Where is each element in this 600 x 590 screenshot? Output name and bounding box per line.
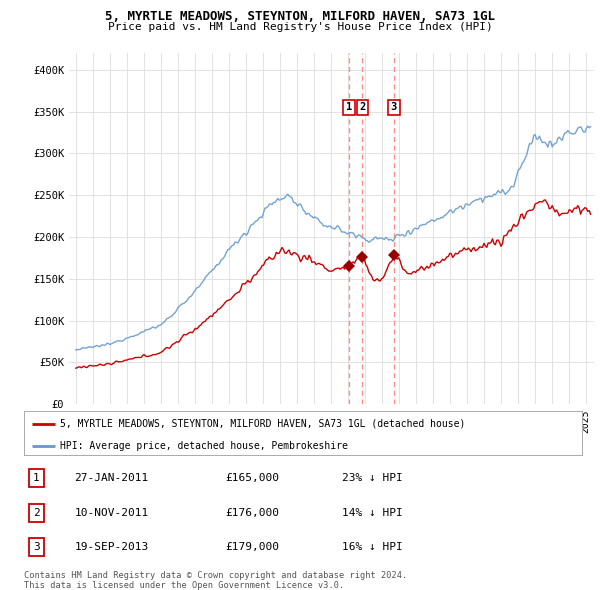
Text: 2: 2: [33, 508, 40, 517]
Text: 16% ↓ HPI: 16% ↓ HPI: [342, 542, 403, 552]
Text: £165,000: £165,000: [225, 473, 279, 483]
Text: 5, MYRTLE MEADOWS, STEYNTON, MILFORD HAVEN, SA73 1GL (detached house): 5, MYRTLE MEADOWS, STEYNTON, MILFORD HAV…: [60, 419, 466, 428]
Text: Price paid vs. HM Land Registry's House Price Index (HPI): Price paid vs. HM Land Registry's House …: [107, 22, 493, 32]
Text: 19-SEP-2013: 19-SEP-2013: [74, 542, 148, 552]
Text: 2: 2: [359, 103, 365, 113]
Text: 1: 1: [33, 473, 40, 483]
Text: HPI: Average price, detached house, Pembrokeshire: HPI: Average price, detached house, Pemb…: [60, 441, 348, 451]
Text: £176,000: £176,000: [225, 508, 279, 517]
Text: Contains HM Land Registry data © Crown copyright and database right 2024.
This d: Contains HM Land Registry data © Crown c…: [24, 571, 407, 590]
Text: 23% ↓ HPI: 23% ↓ HPI: [342, 473, 403, 483]
Text: 1: 1: [346, 103, 352, 113]
Text: 3: 3: [391, 103, 397, 113]
Text: 10-NOV-2011: 10-NOV-2011: [74, 508, 148, 517]
Text: 3: 3: [33, 542, 40, 552]
Text: 5, MYRTLE MEADOWS, STEYNTON, MILFORD HAVEN, SA73 1GL: 5, MYRTLE MEADOWS, STEYNTON, MILFORD HAV…: [105, 10, 495, 23]
Text: 14% ↓ HPI: 14% ↓ HPI: [342, 508, 403, 517]
Text: 27-JAN-2011: 27-JAN-2011: [74, 473, 148, 483]
Text: £179,000: £179,000: [225, 542, 279, 552]
